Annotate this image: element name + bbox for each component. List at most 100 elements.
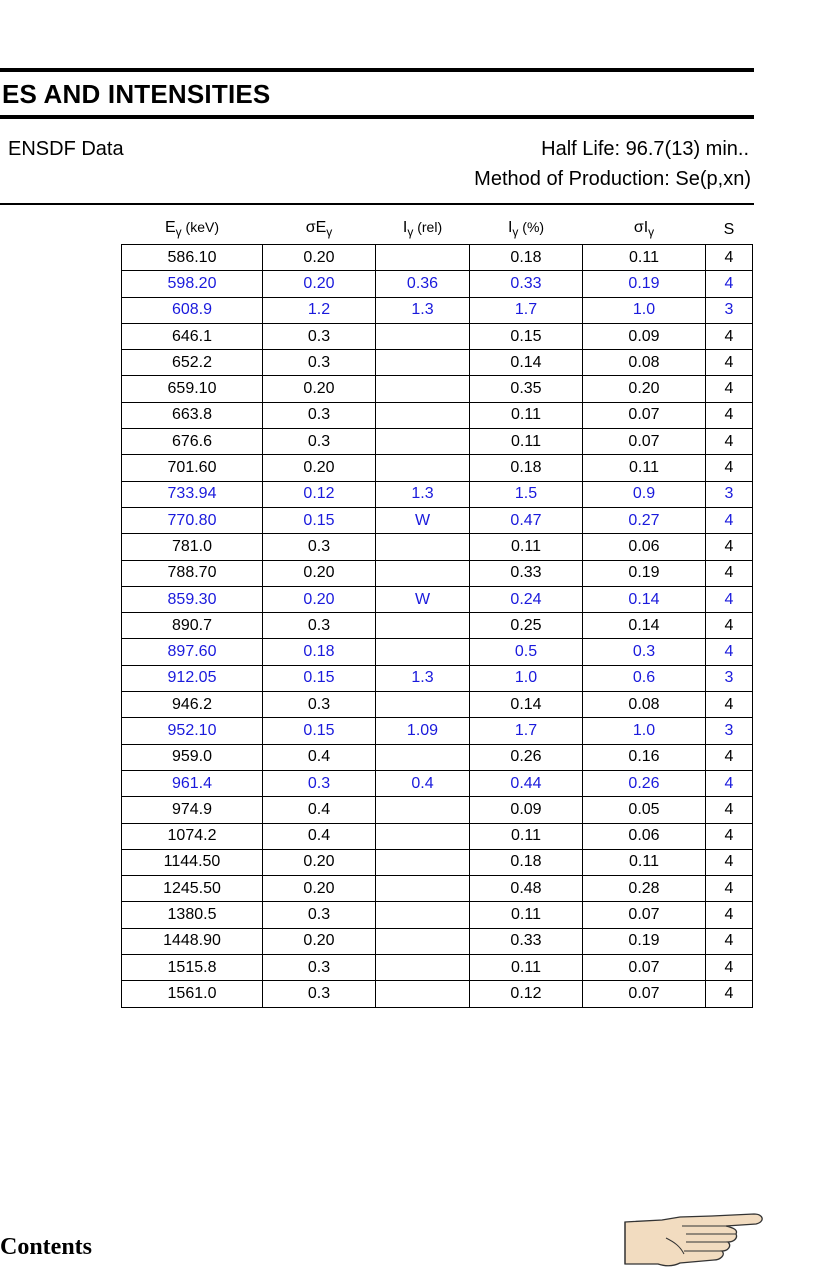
half-life: Half Life: 96.7(13) min.. — [541, 138, 749, 160]
cell-energy: 781.0 — [121, 533, 263, 561]
cell-intensity-rel: 1.09 — [375, 717, 470, 745]
header-main: E — [164, 219, 176, 237]
cell-energy-unc: 0.20 — [262, 875, 376, 903]
cell-intensity-pct: 1.5 — [469, 480, 583, 508]
cell-intensity-rel — [375, 796, 470, 824]
cell-source-flag: 4 — [705, 428, 753, 456]
cell-intensity-unc: 0.06 — [582, 533, 706, 561]
cell-intensity-unc: 0.09 — [582, 322, 706, 351]
cell-energy-unc: 0.3 — [262, 401, 376, 430]
cell-source-flag: 4 — [705, 927, 753, 956]
table-row: 608.9 1.2 1.3 1.7 1.0 3 — [121, 296, 753, 324]
cell-intensity-rel — [375, 954, 470, 982]
table-row: 652.2 0.3 0.14 0.08 4 — [121, 349, 753, 377]
col-header-energy-unc: σEγ — [263, 215, 376, 245]
table-row: 788.70 0.20 0.33 0.19 4 — [121, 559, 753, 587]
cell-source-flag: 3 — [705, 296, 753, 324]
cell-intensity-unc: 0.28 — [582, 875, 706, 903]
cell-intensity-unc: 0.9 — [582, 480, 706, 508]
pointing-hand-icon[interactable] — [622, 1210, 768, 1272]
cell-energy-unc: 0.4 — [262, 743, 376, 771]
table-row: 598.20 0.20 0.36 0.33 0.19 4 — [121, 270, 753, 298]
cell-energy-unc: 0.15 — [262, 664, 376, 693]
sigma-symbol: σ — [305, 219, 316, 237]
cell-energy: 770.80 — [121, 506, 263, 535]
cell-intensity-pct: 0.33 — [469, 270, 583, 298]
table-header: Eγ (keV) σEγ Iγ (rel) Iγ (%) σIγ S — [122, 215, 753, 245]
cell-intensity-pct: 0.47 — [469, 506, 583, 535]
cell-intensity-unc: 0.14 — [582, 612, 706, 640]
table-row: 859.30 0.20 W 0.24 0.14 4 — [121, 585, 753, 614]
cell-energy-unc: 0.20 — [262, 270, 376, 298]
header-unit: (rel) — [413, 219, 443, 236]
table-row: 1448.90 0.20 0.33 0.19 4 — [121, 927, 753, 956]
data-source: ENSDF Data — [8, 138, 124, 160]
cell-intensity-rel — [375, 401, 470, 430]
table-row: 663.8 0.3 0.11 0.07 4 — [121, 401, 753, 430]
table-row: 946.2 0.3 0.14 0.08 4 — [121, 691, 753, 719]
cell-energy: 701.60 — [121, 454, 263, 482]
gamma-subscript: γ — [407, 225, 414, 240]
cell-source-flag: 4 — [705, 585, 753, 614]
cell-energy: 676.6 — [121, 428, 263, 456]
cell-energy: 952.10 — [121, 717, 263, 745]
cell-intensity-rel: 1.3 — [375, 296, 470, 324]
cell-intensity-pct: 1.7 — [469, 717, 583, 745]
cell-intensity-pct: 0.14 — [469, 349, 583, 377]
cell-intensity-unc: 0.27 — [582, 506, 706, 535]
table-row: 733.94 0.12 1.3 1.5 0.9 3 — [121, 480, 753, 508]
cell-intensity-pct: 0.11 — [469, 428, 583, 456]
header-main: I — [643, 219, 649, 237]
cell-energy-unc: 0.3 — [262, 322, 376, 351]
table-row: 961.4 0.3 0.4 0.44 0.26 4 — [121, 769, 753, 798]
cell-intensity-rel: W — [375, 585, 470, 614]
cell-energy: 959.0 — [121, 743, 263, 771]
col-header-intensity-unc: σIγ — [583, 215, 706, 245]
table-row: 586.10 0.20 0.18 0.11 4 — [121, 243, 753, 272]
cell-intensity-rel — [375, 980, 470, 1008]
cell-intensity-pct: 0.12 — [469, 980, 583, 1008]
cell-source-flag: 3 — [705, 717, 753, 745]
cell-energy: 890.7 — [121, 612, 263, 640]
cell-intensity-unc: 0.07 — [582, 980, 706, 1008]
cell-energy-unc: 0.3 — [262, 769, 376, 798]
cell-source-flag: 4 — [705, 506, 753, 535]
cell-energy-unc: 0.3 — [262, 980, 376, 1008]
gamma-subscript: γ — [326, 225, 333, 240]
cell-energy: 598.20 — [121, 270, 263, 298]
cell-intensity-unc: 0.14 — [582, 585, 706, 614]
header-main: E — [315, 219, 327, 237]
header-unit: (%) — [518, 219, 545, 236]
cell-intensity-pct: 1.0 — [469, 664, 583, 693]
cell-intensity-unc: 0.3 — [582, 638, 706, 666]
cell-source-flag: 4 — [705, 743, 753, 771]
cell-intensity-pct: 0.11 — [469, 901, 583, 929]
cell-energy-unc: 0.3 — [262, 349, 376, 377]
cell-energy-unc: 0.20 — [262, 585, 376, 614]
contents-link[interactable]: Contents — [0, 1234, 93, 1260]
table-row: 1245.50 0.20 0.48 0.28 4 — [121, 875, 753, 903]
cell-energy-unc: 0.20 — [262, 375, 376, 403]
cell-intensity-pct: 1.7 — [469, 296, 583, 324]
cell-intensity-unc: 0.07 — [582, 954, 706, 982]
page-title: ES AND INTENSITIES — [2, 79, 271, 109]
cell-intensity-rel — [375, 822, 470, 850]
cell-intensity-pct: 0.44 — [469, 769, 583, 798]
cell-source-flag: 4 — [705, 822, 753, 850]
cell-energy: 1448.90 — [121, 927, 263, 956]
cell-intensity-rel — [375, 612, 470, 640]
cell-intensity-rel — [375, 743, 470, 771]
cell-energy: 1245.50 — [121, 875, 263, 903]
col-header-intensity-rel: Iγ (rel) — [376, 215, 470, 245]
cell-energy-unc: 0.3 — [262, 612, 376, 640]
gamma-table: Eγ (keV) σEγ Iγ (rel) Iγ (%) σIγ S 586.10 0.20… — [121, 215, 753, 1008]
cell-energy: 1561.0 — [121, 980, 263, 1008]
cell-intensity-unc: 0.19 — [582, 927, 706, 956]
cell-energy: 1074.2 — [121, 822, 263, 850]
sigma-symbol: σ — [633, 219, 644, 237]
cell-intensity-rel — [375, 454, 470, 482]
cell-source-flag: 3 — [705, 664, 753, 693]
cell-intensity-rel: 0.36 — [375, 270, 470, 298]
cell-intensity-pct: 0.11 — [469, 822, 583, 850]
cell-energy-unc: 0.20 — [262, 927, 376, 956]
